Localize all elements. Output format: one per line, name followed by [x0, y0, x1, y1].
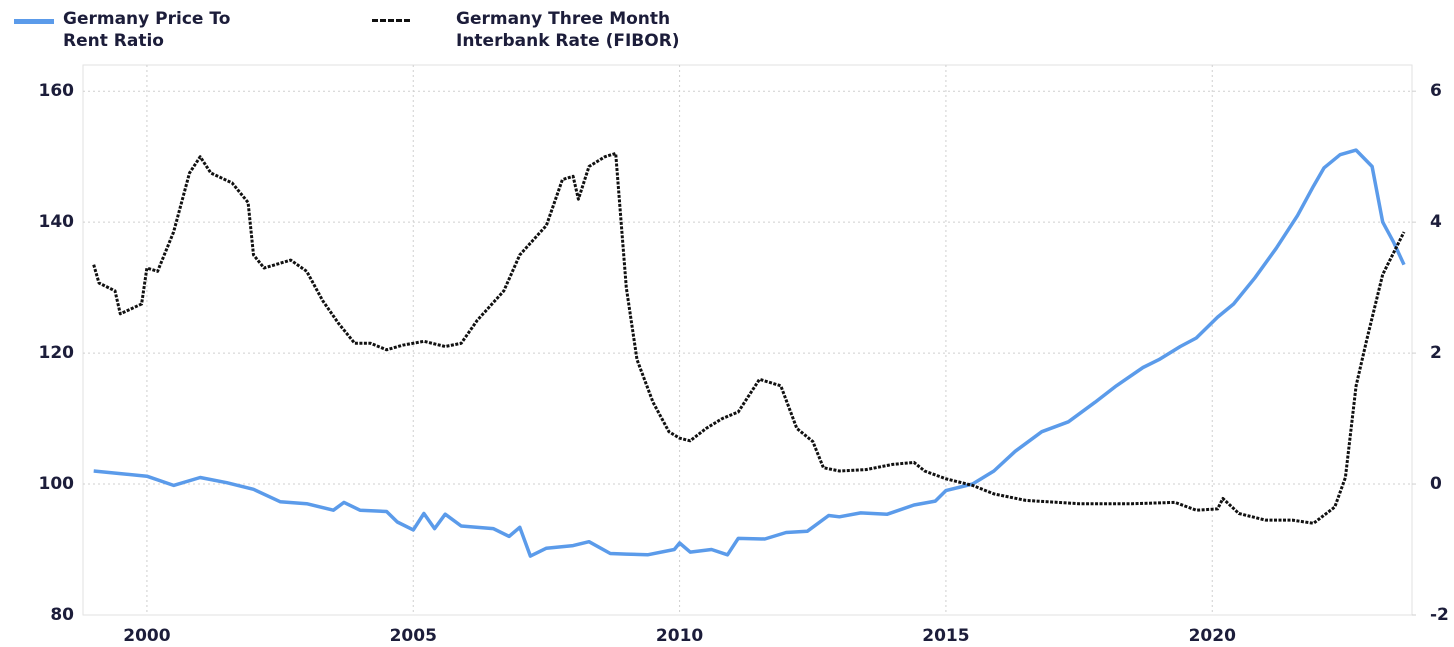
x-tick-label: 2010 [656, 626, 703, 646]
y2-tick-label: 4 [1430, 212, 1442, 232]
series-line [92, 151, 1406, 525]
y-tick-label: 80 [50, 605, 74, 625]
x-tick-label: 2000 [123, 626, 170, 646]
legend-label: Germany Three Month Interbank Rate (FIBO… [456, 9, 680, 51]
y-tick-label: 140 [39, 212, 75, 232]
plot-frame [82, 64, 1413, 616]
legend-swatch [372, 19, 410, 22]
series-line [93, 148, 1406, 558]
y2-tick-label: -2 [1430, 605, 1449, 625]
y2-tick-label: 0 [1430, 474, 1442, 494]
y-tick-label: 120 [39, 343, 75, 363]
y-tick-label: 160 [39, 81, 75, 101]
x-tick-label: 2015 [922, 626, 969, 646]
y2-tick-label: 6 [1430, 81, 1442, 101]
x-tick-label: 2005 [390, 626, 437, 646]
y2-tick-label: 2 [1430, 343, 1442, 363]
legend-swatch [14, 19, 54, 24]
x-tick-label: 2020 [1189, 626, 1236, 646]
y-tick-label: 100 [39, 474, 75, 494]
legend-label: Germany Price To Rent Ratio [63, 9, 231, 51]
